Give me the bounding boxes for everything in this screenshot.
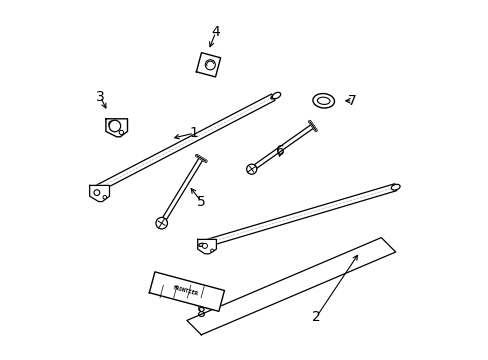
Circle shape: [108, 121, 115, 127]
Circle shape: [202, 243, 207, 248]
Polygon shape: [197, 239, 216, 254]
Text: 5: 5: [197, 195, 205, 208]
Ellipse shape: [270, 95, 275, 99]
Polygon shape: [89, 185, 109, 202]
Ellipse shape: [312, 94, 334, 108]
Ellipse shape: [317, 97, 329, 104]
Polygon shape: [250, 124, 313, 171]
Circle shape: [94, 190, 100, 195]
Ellipse shape: [198, 243, 203, 246]
Polygon shape: [91, 94, 274, 194]
Polygon shape: [149, 272, 224, 311]
Polygon shape: [186, 238, 395, 335]
Text: 7: 7: [347, 94, 356, 108]
Text: 6: 6: [276, 144, 285, 158]
Polygon shape: [160, 157, 203, 224]
Circle shape: [210, 249, 213, 252]
Circle shape: [103, 195, 106, 199]
Ellipse shape: [390, 184, 399, 190]
Polygon shape: [200, 184, 396, 248]
Ellipse shape: [392, 186, 398, 189]
Text: 4: 4: [211, 26, 220, 39]
Circle shape: [205, 60, 215, 70]
Text: FRONTIER: FRONTIER: [172, 285, 198, 297]
Ellipse shape: [91, 189, 96, 193]
Text: 3: 3: [96, 90, 104, 104]
Text: 2: 2: [311, 310, 320, 324]
Circle shape: [246, 164, 256, 174]
Text: 1: 1: [189, 126, 198, 140]
Polygon shape: [106, 119, 127, 137]
Polygon shape: [196, 53, 220, 77]
Circle shape: [109, 120, 121, 132]
Ellipse shape: [272, 93, 280, 99]
Text: 8: 8: [197, 306, 205, 320]
Circle shape: [119, 130, 123, 135]
Circle shape: [156, 217, 167, 229]
